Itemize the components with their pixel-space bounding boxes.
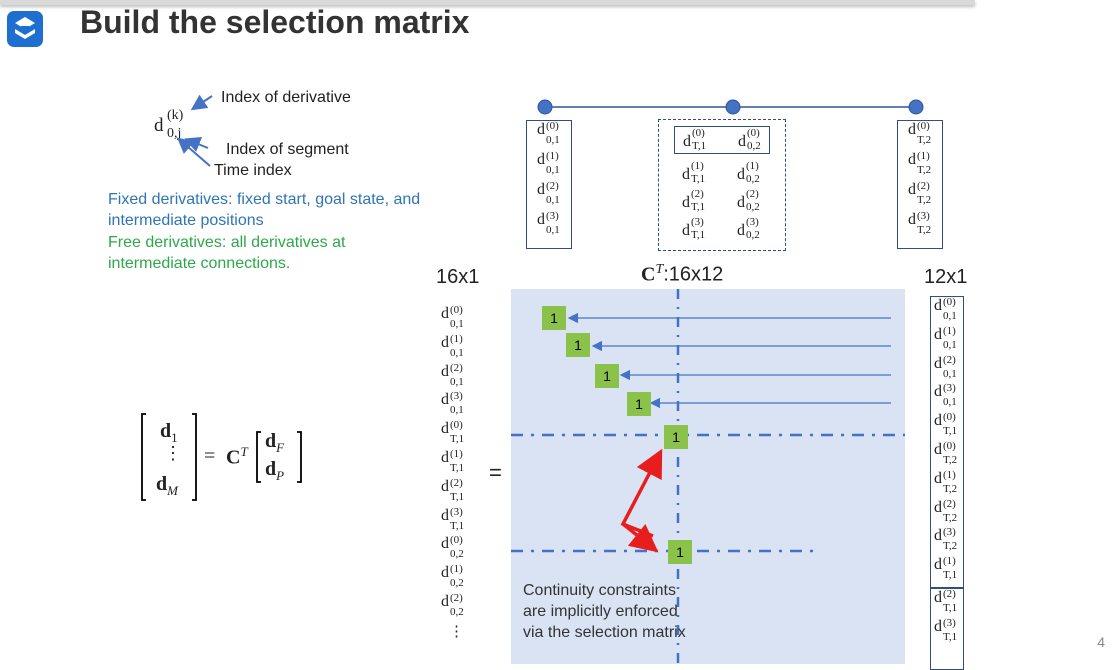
segment1-start-derivatives: d (0) 0,1 d (1) 0,1 d (2) 0,1 d (3) 0,1 bbox=[526, 120, 572, 249]
header-12x1: 12x1 bbox=[924, 266, 968, 288]
selection-equation: d1 ⋮ dM = CT dF dP bbox=[140, 410, 310, 505]
derivative-term: d (3) T,2 bbox=[908, 210, 932, 236]
label-time-index: Time index bbox=[214, 162, 292, 179]
derivative-term: d (2) T,2 bbox=[908, 180, 932, 206]
derivative-term: d (0) T,2 bbox=[908, 120, 932, 146]
segment2-goal-derivatives: d (0) T,2 d (1) T,2 d (2) T,2 d (3) T,2 bbox=[897, 120, 943, 249]
vector-16x1: d (0) 0,1 d (1) 0,1 d (2) 0,1 d (3) 0,1 d (0) T,1 d (1) T… bbox=[441, 305, 481, 622]
derivative-term: d (2) 0,1 bbox=[537, 180, 560, 206]
header-16x1: 16x1 bbox=[436, 266, 480, 288]
slide-title: Build the selection matrix bbox=[80, 4, 470, 40]
label-index-derivative: Index of derivative bbox=[221, 89, 351, 106]
matrix-one: 1 bbox=[668, 540, 692, 564]
matrix-guides bbox=[511, 289, 905, 664]
derivative-term: d (2) 0,1 bbox=[441, 361, 464, 388]
logo-icon bbox=[7, 11, 43, 47]
derivative-term: d (2) T,1 bbox=[441, 476, 465, 503]
equals-sign: = bbox=[489, 460, 502, 485]
connection-free-derivatives: d (1) T,1 d (1) 0,2 d (2) T,1 d (2) 0,2 d (3) T,1 d (3) 0… bbox=[674, 160, 770, 248]
vector-12x1-fixed: d (0) 0,1 d (1) 0,1 d (2) 0,1 d (3) 0,1 d (0) T,1 d (0) T… bbox=[930, 296, 964, 588]
derivative-term: d (0) T,2 bbox=[934, 439, 958, 466]
derivative-term: d (0) 0,1 bbox=[934, 296, 957, 322]
trajectory-segments bbox=[537, 99, 924, 115]
derivative-term: d (2) 0,2 bbox=[441, 591, 464, 618]
derivative-term: d (0) T,1 bbox=[934, 411, 958, 438]
matrix-one: 1 bbox=[566, 333, 590, 357]
derivative-term: d (2) T,1 bbox=[934, 588, 958, 614]
matrix-one: 1 bbox=[595, 364, 619, 388]
derivative-term: d (3) 0,1 bbox=[441, 390, 464, 417]
derivative-term: d (1) 0,1 bbox=[537, 150, 560, 176]
derivative-term: d (0) T,1 bbox=[441, 419, 465, 446]
fixed-derivatives-note: Fixed derivatives: fixed start, goal sta… bbox=[108, 191, 421, 229]
derivative-term: d (1) 0,1 bbox=[441, 332, 464, 359]
derivative-term: d (3) 0,1 bbox=[934, 382, 957, 409]
page-number: 4 bbox=[1097, 634, 1105, 650]
derivative-pair: d (2) T,1 d (2) 0,2 bbox=[682, 188, 760, 213]
derivative-term: d (2) 0,1 bbox=[934, 353, 957, 380]
derivative-term: d (3) T,1 bbox=[441, 505, 465, 532]
matrix-one: 1 bbox=[664, 425, 688, 449]
free-derivatives-note: Free derivatives: all derivatives at int… bbox=[108, 234, 346, 272]
vector-16x1-dots: ⋮ bbox=[449, 624, 464, 640]
derivative-term: d (1) T,1 bbox=[934, 555, 958, 582]
top-bar bbox=[0, 0, 975, 5]
derivative-term: d (3) 0,1 bbox=[537, 210, 560, 236]
annotation-arrows bbox=[176, 94, 213, 167]
derivative-term: d (0) 0,1 bbox=[537, 120, 560, 146]
vector-12x1-free: d (2) T,1 d (3) T,1 bbox=[930, 588, 964, 670]
derivative-term: d (3) T,2 bbox=[934, 526, 958, 553]
connection-position-box: d (0) T,1 d (0) 0,2 bbox=[674, 126, 770, 154]
derivative-term: d (1) 0,1 bbox=[934, 324, 957, 351]
derivative-term: d (2) T,2 bbox=[934, 497, 958, 524]
connection-derivatives-group bbox=[658, 119, 786, 251]
continuity-note: Continuity constraints are implicitly en… bbox=[523, 582, 686, 641]
notation-symbol: d (k) 0,j bbox=[154, 108, 184, 141]
derivative-term: d (3) T,1 bbox=[934, 616, 958, 643]
derivative-term: d (0) 0,1 bbox=[441, 304, 464, 330]
derivative-term: d (0) 0,2 bbox=[441, 534, 464, 561]
derivative-term: d (1) T,1 bbox=[441, 447, 465, 474]
derivative-pair: d (0) T,1 d (0) 0,2 bbox=[683, 127, 761, 152]
matrix-one: 1 bbox=[542, 306, 566, 330]
derivative-pair: d (1) T,1 d (1) 0,2 bbox=[682, 160, 760, 185]
derivative-pair: d (3) T,1 d (3) 0,2 bbox=[682, 216, 760, 241]
label-index-segment: Index of segment bbox=[226, 141, 349, 158]
derivative-term: d (1) T,2 bbox=[908, 150, 932, 176]
matrix-one: 1 bbox=[627, 392, 651, 416]
derivative-term: d (1) 0,2 bbox=[441, 563, 464, 590]
header-matrix: CT:16x12 bbox=[641, 262, 724, 286]
derivative-term: d (1) T,2 bbox=[934, 468, 958, 495]
